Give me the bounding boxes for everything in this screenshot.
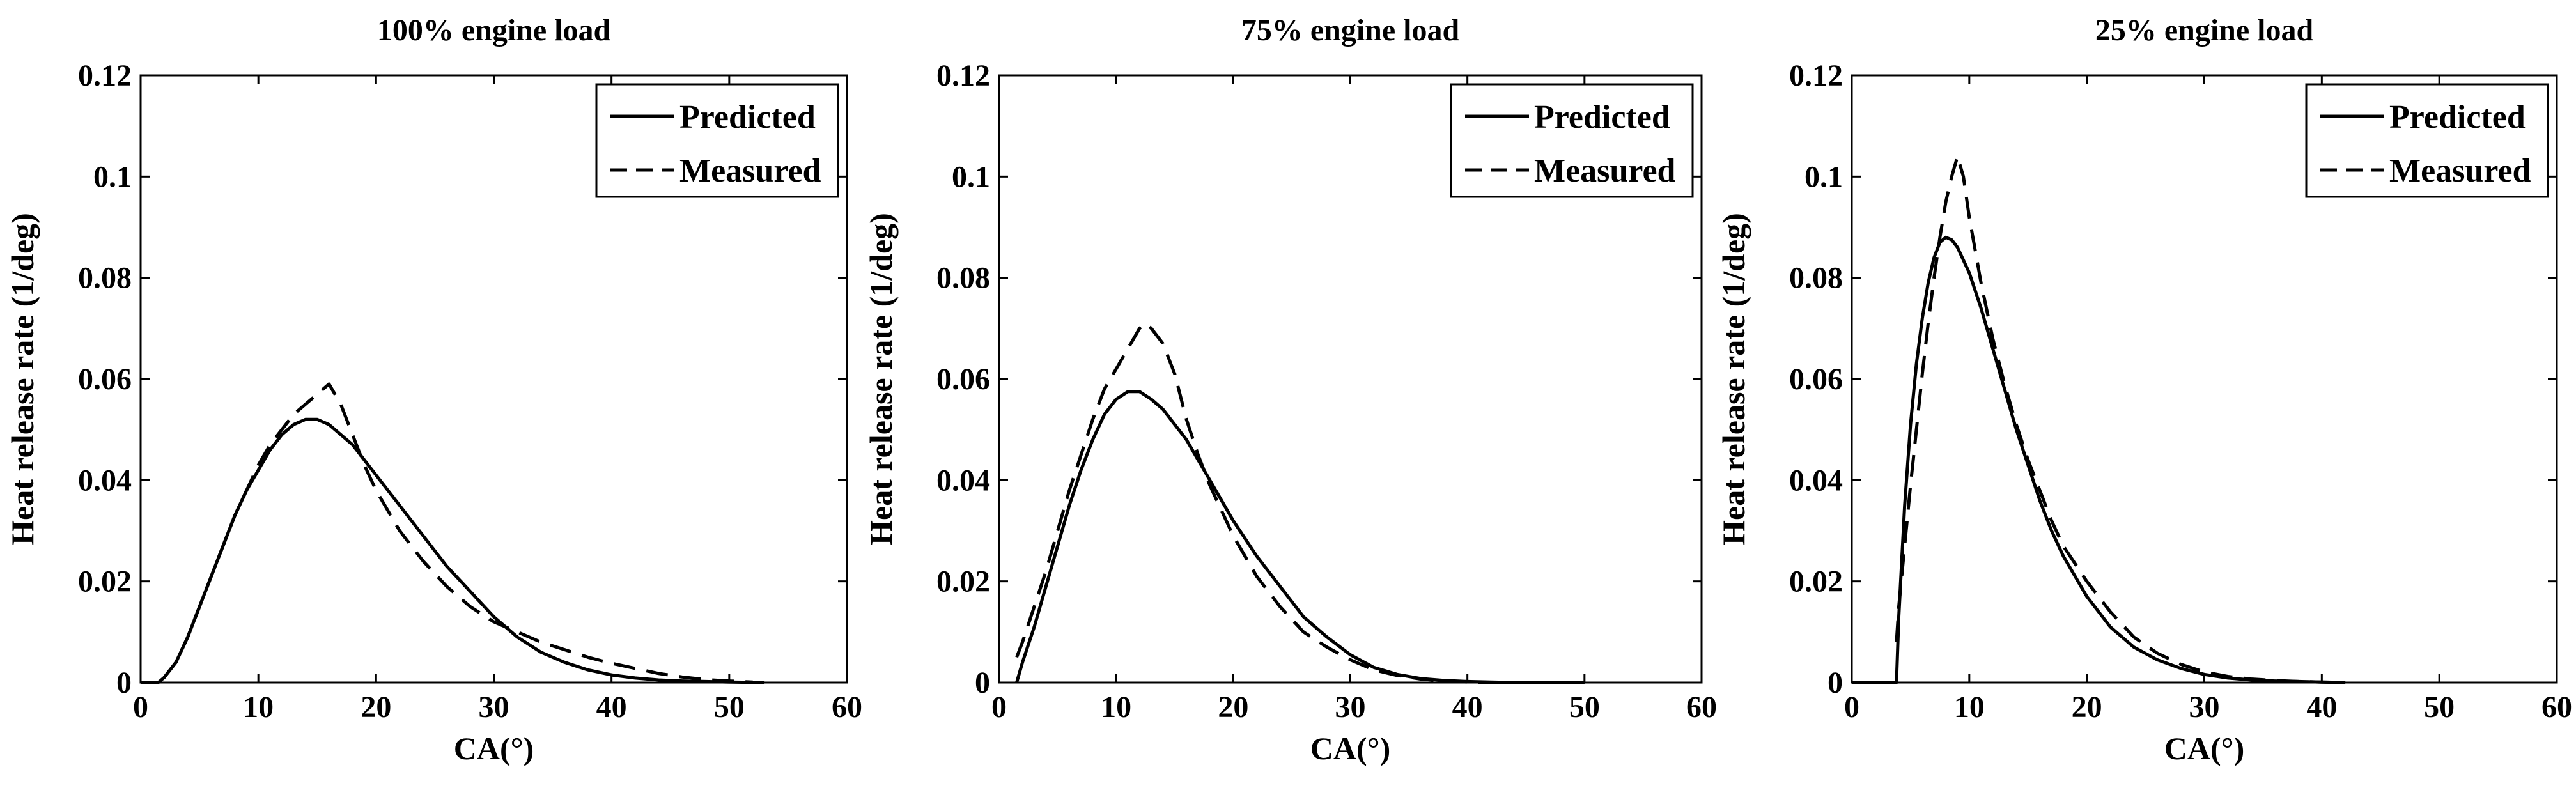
legend-label-measured: Measured	[679, 153, 821, 189]
y-tick-label: 0.02	[1789, 565, 1843, 599]
series-line-predicted	[141, 417, 765, 684]
x-tick-label: 40	[1452, 690, 1483, 724]
y-tick-label: 0.02	[936, 565, 990, 599]
series-line-predicted	[1015, 390, 1585, 684]
x-tick-label: 20	[2072, 690, 2102, 724]
x-tick-label: 40	[2306, 690, 2337, 724]
x-tick-label: 60	[1686, 690, 1717, 724]
y-tick-label: 0.02	[78, 565, 132, 599]
legend-label-measured: Measured	[2389, 153, 2531, 189]
y-tick-label: 0.08	[936, 261, 990, 295]
x-tick-label: 0	[133, 690, 148, 724]
y-tick-label: 0.04	[936, 463, 990, 497]
chart-title: 25% engine load	[2095, 13, 2314, 47]
y-tick-label: 0.1	[952, 160, 990, 194]
y-tick-label: 0.06	[78, 362, 132, 396]
chart-title: 75% engine load	[1241, 13, 1460, 47]
y-tick-label: 0	[116, 666, 132, 700]
y-axis-label: Heat release rate (1/deg)	[4, 213, 40, 545]
legend-label-predicted: Predicted	[1534, 99, 1670, 135]
series-line-measured	[162, 382, 753, 684]
x-tick-label: 0	[991, 690, 1007, 724]
legend	[595, 83, 839, 198]
y-tick-label: 0	[975, 666, 990, 700]
series-line-measured	[1015, 321, 1585, 684]
y-tick-label: 0.12	[1789, 59, 1843, 93]
y-tick-label: 0.04	[78, 463, 132, 497]
y-tick-label: 0.06	[936, 362, 990, 396]
chart-title: 100% engine load	[377, 13, 611, 47]
y-tick-label: 0.1	[93, 160, 132, 194]
y-tick-label: 0.04	[1789, 463, 1843, 497]
chart-panel-75-load: 75% engine load 0 10 20 30 40 50 60 0 0.02 0.04 0.0…	[863, 13, 1717, 766]
x-tick-label: 20	[361, 690, 391, 724]
y-tick-label: 0.12	[78, 59, 132, 93]
legend-label-predicted: Predicted	[679, 99, 816, 135]
legend	[2305, 83, 2549, 198]
x-axis-label: CA(°)	[1310, 730, 1391, 766]
legend-label-measured: Measured	[1534, 153, 1676, 189]
y-axis-label: Heat release rate (1/deg)	[1716, 213, 1751, 545]
x-tick-label: 40	[596, 690, 627, 724]
y-tick-label: 0.12	[936, 59, 990, 93]
x-tick-label: 10	[243, 690, 274, 724]
x-tick-label: 50	[2424, 690, 2455, 724]
x-tick-label: 30	[1335, 690, 1366, 724]
x-tick-label: 30	[479, 690, 509, 724]
y-axis-label: Heat release rate (1/deg)	[863, 213, 899, 545]
x-tick-label: 60	[2541, 690, 2572, 724]
chart-panel-25-load: 25% engine load 0 10 20 30 40 50 60 0 0.02 0.04 0.0…	[1716, 13, 2572, 766]
legend-label-predicted: Predicted	[2389, 99, 2526, 135]
series-line-predicted	[1852, 235, 2346, 684]
x-tick-label: 20	[1218, 690, 1248, 724]
y-tick-label: 0.08	[1789, 261, 1843, 295]
legend	[1450, 83, 1694, 198]
x-tick-label: 60	[832, 690, 862, 724]
y-tick-label: 0	[1827, 666, 1843, 700]
chart-panel-100-load: 100% engine load 0 10 20 30 40 50 60 0 0.02 0.04 0.…	[4, 13, 862, 766]
x-tick-label: 0	[1844, 690, 1859, 724]
x-tick-label: 30	[2189, 690, 2220, 724]
x-axis-label: CA(°)	[2164, 730, 2245, 766]
x-tick-label: 10	[1954, 690, 1985, 724]
x-axis-label: CA(°)	[454, 730, 534, 766]
series-line-measured	[1895, 155, 2346, 684]
x-tick-label: 50	[1569, 690, 1600, 724]
y-tick-label: 0.06	[1789, 362, 1843, 396]
y-tick-label: 0.08	[78, 261, 132, 295]
x-tick-label: 10	[1101, 690, 1131, 724]
x-tick-label: 50	[714, 690, 745, 724]
y-tick-label: 0.1	[1804, 160, 1843, 194]
